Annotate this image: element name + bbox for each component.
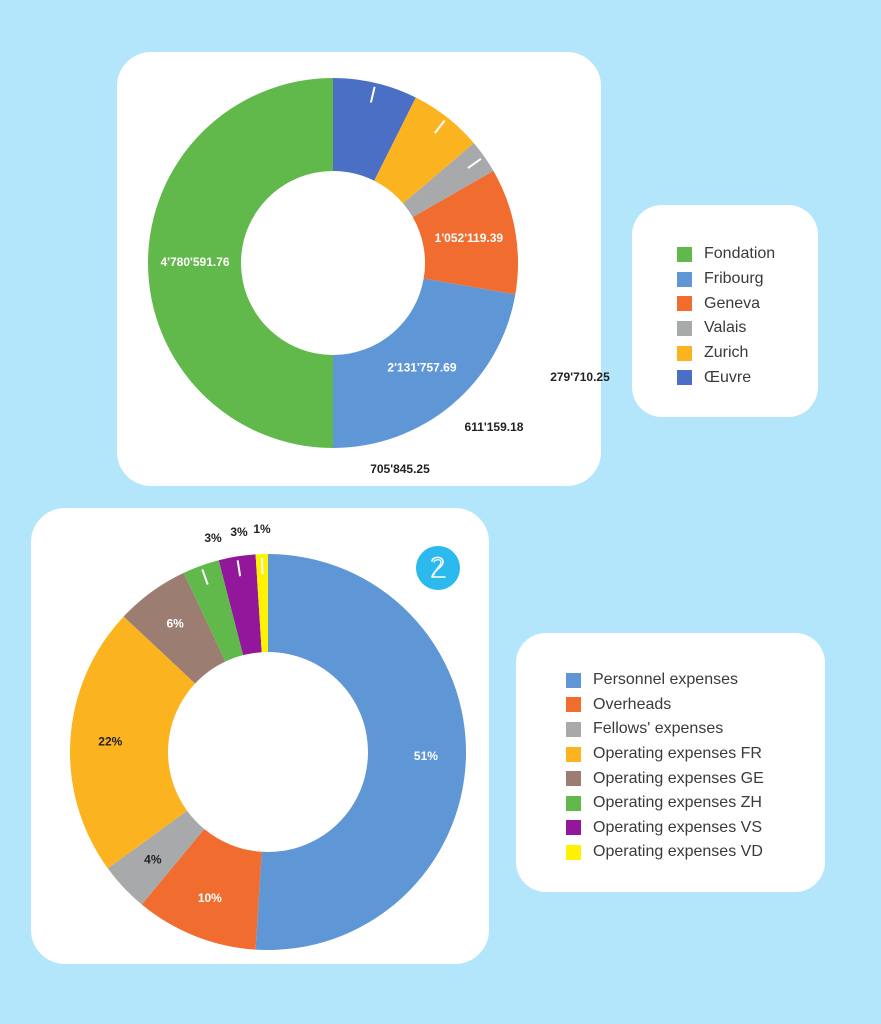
data-label-personnel-expenses: 51% <box>414 749 438 763</box>
legend-swatch <box>677 296 692 312</box>
data-label-fribourg: 2'131'757.69 <box>387 361 456 375</box>
legend-swatch <box>677 370 692 386</box>
slice-personnel-expenses <box>255 554 466 950</box>
legend-expenses: Personnel expenses Overheads Fellows' expe… <box>566 668 764 865</box>
label-leader-line <box>260 558 264 575</box>
legend-swatch <box>566 795 581 811</box>
legend-item-overheads: Overheads <box>566 693 764 718</box>
legend-item-zurich: Zurich <box>677 341 775 366</box>
data-label-operating-expenses-zh: 3% <box>204 531 222 545</box>
data-label-geneva: 1'052'119.39 <box>435 231 504 245</box>
legend-swatch <box>566 672 581 688</box>
legend-swatch <box>566 844 581 860</box>
legend-item-fondation: Fondation <box>677 242 775 267</box>
slice-operating-expenses-zh <box>183 560 244 662</box>
slice-operating-expenses-vs <box>218 554 262 656</box>
legend-label: Operating expenses VS <box>593 818 762 836</box>
donut-chart-funding: 4'780'591.76 2'131'757.69 1'052'119.39 279'… <box>148 78 610 476</box>
legend-label: Geneva <box>704 294 761 312</box>
data-label-fondation: 4'780'591.76 <box>160 255 229 269</box>
legend-label: Fondation <box>704 245 776 263</box>
legend-item-fellows-expenses: Fellows' expenses <box>566 717 764 742</box>
legend-funding: Fondation Fribourg Geneva Valais Zurich Œuvre <box>677 242 775 390</box>
legend-label: Œuvre <box>704 368 752 386</box>
slice-uvre <box>333 78 416 181</box>
slice-overheads <box>141 829 262 950</box>
legend-swatch <box>677 271 692 287</box>
slice-fondation <box>148 78 333 448</box>
slice-fellows-expenses <box>107 810 205 905</box>
legend-label: Zurich <box>704 344 749 362</box>
slice-operating-expenses-ge <box>123 572 226 684</box>
label-leader-line <box>369 86 376 103</box>
legend-card-funding: Fondation Fribourg Geneva Valais Zurich Œuvre <box>632 205 818 417</box>
legend-label: Operating expenses FR <box>593 745 762 763</box>
legend-item-uvre: Œuvre <box>677 365 775 390</box>
slice-fribourg <box>333 278 516 448</box>
data-label-operating-expenses-vd: 1% <box>253 522 271 536</box>
slice-zurich <box>374 97 474 204</box>
data-label-fellows-expenses: 4% <box>144 852 162 866</box>
legend-item-valais: Valais <box>677 316 775 341</box>
legend-item-operating-expenses-fr: Operating expenses FR <box>566 742 764 767</box>
legend-item-geneva: Geneva <box>677 291 775 316</box>
data-label-uvre: 705'845.25 <box>370 462 430 476</box>
legend-label: Personnel expenses <box>593 671 738 689</box>
label-leader-line <box>236 560 242 577</box>
legend-label: Operating expenses GE <box>593 769 764 787</box>
legend-swatch <box>677 246 692 262</box>
legend-label: Operating expenses VD <box>593 843 763 861</box>
label-leader-line <box>467 157 482 169</box>
data-label-valais: 279'710.25 <box>550 370 610 384</box>
data-label-operating-expenses-ge: 6% <box>166 616 184 630</box>
legend-item-personnel-expenses: Personnel expenses <box>566 668 764 693</box>
legend-card-expenses: Personnel expenses Overheads Fellows' expe… <box>516 633 825 892</box>
label-leader-line <box>433 119 446 134</box>
legend-item-operating-expenses-vd: Operating expenses VD <box>566 840 764 865</box>
number-two-icon <box>416 546 460 590</box>
data-label-overheads: 10% <box>198 891 222 905</box>
legend-label: Operating expenses ZH <box>593 794 762 812</box>
data-label-operating-expenses-vs: 3% <box>230 525 248 539</box>
chart-card-expenses: 51% 10% 4% 22% 6% 3% 3% 1% <box>31 508 489 964</box>
data-label-operating-expenses-fr: 22% <box>98 734 122 748</box>
data-label-zurich: 611'159.18 <box>465 420 524 434</box>
legend-swatch <box>566 721 581 737</box>
legend-label: Overheads <box>593 695 672 713</box>
slice-geneva <box>412 170 518 295</box>
legend-label: Valais <box>704 319 747 337</box>
legend-label: Fribourg <box>704 270 764 288</box>
legend-swatch <box>566 746 581 762</box>
donut-chart-expenses: 51% 10% 4% 22% 6% 3% 3% 1% <box>70 522 466 950</box>
legend-item-operating-expenses-zh: Operating expenses ZH <box>566 791 764 816</box>
legend-swatch <box>566 697 581 713</box>
legend-item-operating-expenses-ge: Operating expenses GE <box>566 766 764 791</box>
legend-swatch <box>566 771 581 787</box>
legend-swatch <box>566 820 581 836</box>
legend-label: Fellows' expenses <box>593 720 724 738</box>
legend-swatch <box>677 320 692 336</box>
legend-item-operating-expenses-vs: Operating expenses VS <box>566 816 764 841</box>
chart-card-funding: 4'780'591.76 2'131'757.69 1'052'119.39 279'… <box>117 52 610 486</box>
legend-swatch <box>677 345 692 361</box>
slice-operating-expenses-fr <box>70 616 196 869</box>
slice-operating-expenses-vd <box>255 554 268 653</box>
legend-item-fribourg: Fribourg <box>677 267 775 292</box>
slice-valais <box>403 143 494 218</box>
label-leader-line <box>201 569 209 585</box>
